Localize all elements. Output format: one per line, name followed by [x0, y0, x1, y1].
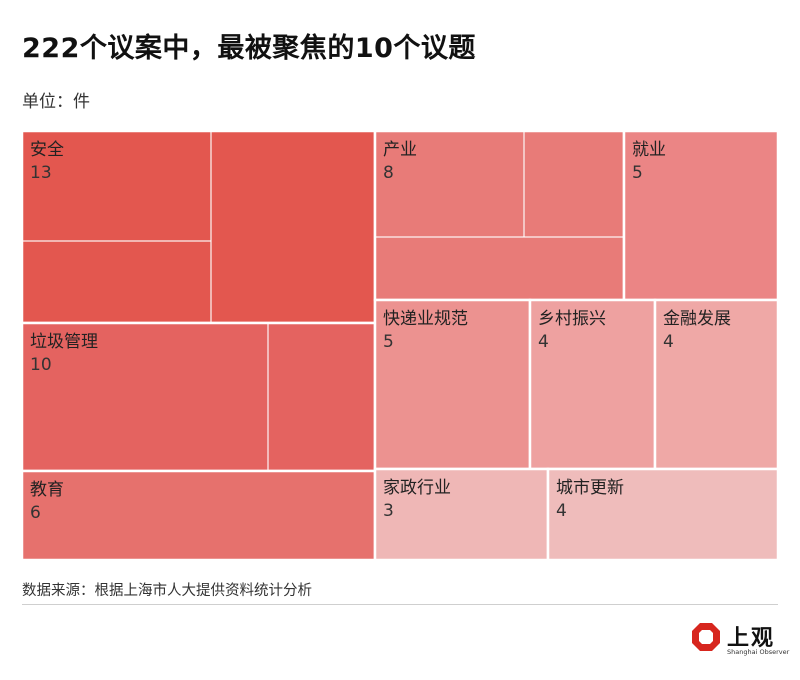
- treemap-cell-rect: [373, 467, 550, 562]
- treemap-cell-label: 城市更新: [556, 478, 624, 498]
- treemap-cell-value: 3: [383, 501, 394, 521]
- treemap-cell-label: 快递业规范: [383, 309, 468, 329]
- treemap-cell-rect: [373, 298, 532, 471]
- treemap-cell-label: 产业: [383, 140, 417, 160]
- treemap-cell-value: 13: [30, 163, 52, 183]
- treemap-cell-rect: [653, 298, 780, 471]
- chart-title: 222个议案中，最被聚焦的10个议题: [22, 33, 476, 64]
- treemap-cell-value: 6: [30, 503, 41, 523]
- treemap-cell-rect: [20, 469, 377, 562]
- treemap-cell: 安全 13: [20, 129, 377, 325]
- treemap-cell: 教育 6: [20, 469, 377, 562]
- treemap-cell-rect: [546, 467, 780, 562]
- treemap-cell-label: 就业: [632, 140, 666, 160]
- treemap-cell-label: 乡村振兴: [538, 309, 606, 329]
- logo-subtext: Shanghai Observer: [727, 648, 790, 656]
- treemap-cell-value: 8: [383, 163, 394, 183]
- treemap-cell-label: 金融发展: [663, 309, 731, 329]
- treemap-cell: 垃圾管理 10: [20, 321, 377, 473]
- treemap-cell-value: 4: [538, 332, 549, 352]
- treemap-cell: 快递业规范 5: [373, 298, 532, 471]
- treemap-cell: 金融发展 4: [653, 298, 780, 471]
- footer-divider: [22, 604, 778, 605]
- data-source: 数据来源：根据上海市人大提供资料统计分析: [22, 583, 312, 599]
- treemap-cell: 就业 5: [622, 129, 780, 302]
- octagon-logo-icon: [692, 623, 720, 651]
- unit-label: 单位：件: [22, 92, 90, 112]
- treemap-cell: 乡村振兴 4: [528, 298, 657, 471]
- treemap-cell-rect: [622, 129, 780, 302]
- treemap-cell-label: 家政行业: [383, 478, 451, 498]
- treemap-cell-value: 10: [30, 355, 52, 375]
- shanghai-observer-logo: 上观 Shanghai Observer: [691, 620, 789, 660]
- treemap-cell-label: 安全: [30, 140, 64, 160]
- treemap-cell-value: 5: [632, 163, 643, 183]
- treemap-chart: 安全 13 垃圾管理 10 教育 6 产业 8 就业 5 快递业规范 5 乡村振兴 4 金融发展 4 家政行业 3…: [20, 129, 780, 562]
- treemap-cell-value: 4: [663, 332, 674, 352]
- logo-text: 上观: [727, 626, 776, 651]
- treemap-cell-value: 4: [556, 501, 567, 521]
- treemap-cell: 家政行业 3: [373, 467, 550, 562]
- treemap-cell-label: 垃圾管理: [30, 332, 98, 352]
- treemap-cell-label: 教育: [30, 480, 64, 500]
- treemap-cell-value: 5: [383, 332, 394, 352]
- treemap-cell: 城市更新 4: [546, 467, 780, 562]
- treemap-cell-rect: [20, 129, 377, 325]
- treemap-cell: 产业 8: [373, 129, 626, 302]
- treemap-cell-rect: [373, 129, 626, 302]
